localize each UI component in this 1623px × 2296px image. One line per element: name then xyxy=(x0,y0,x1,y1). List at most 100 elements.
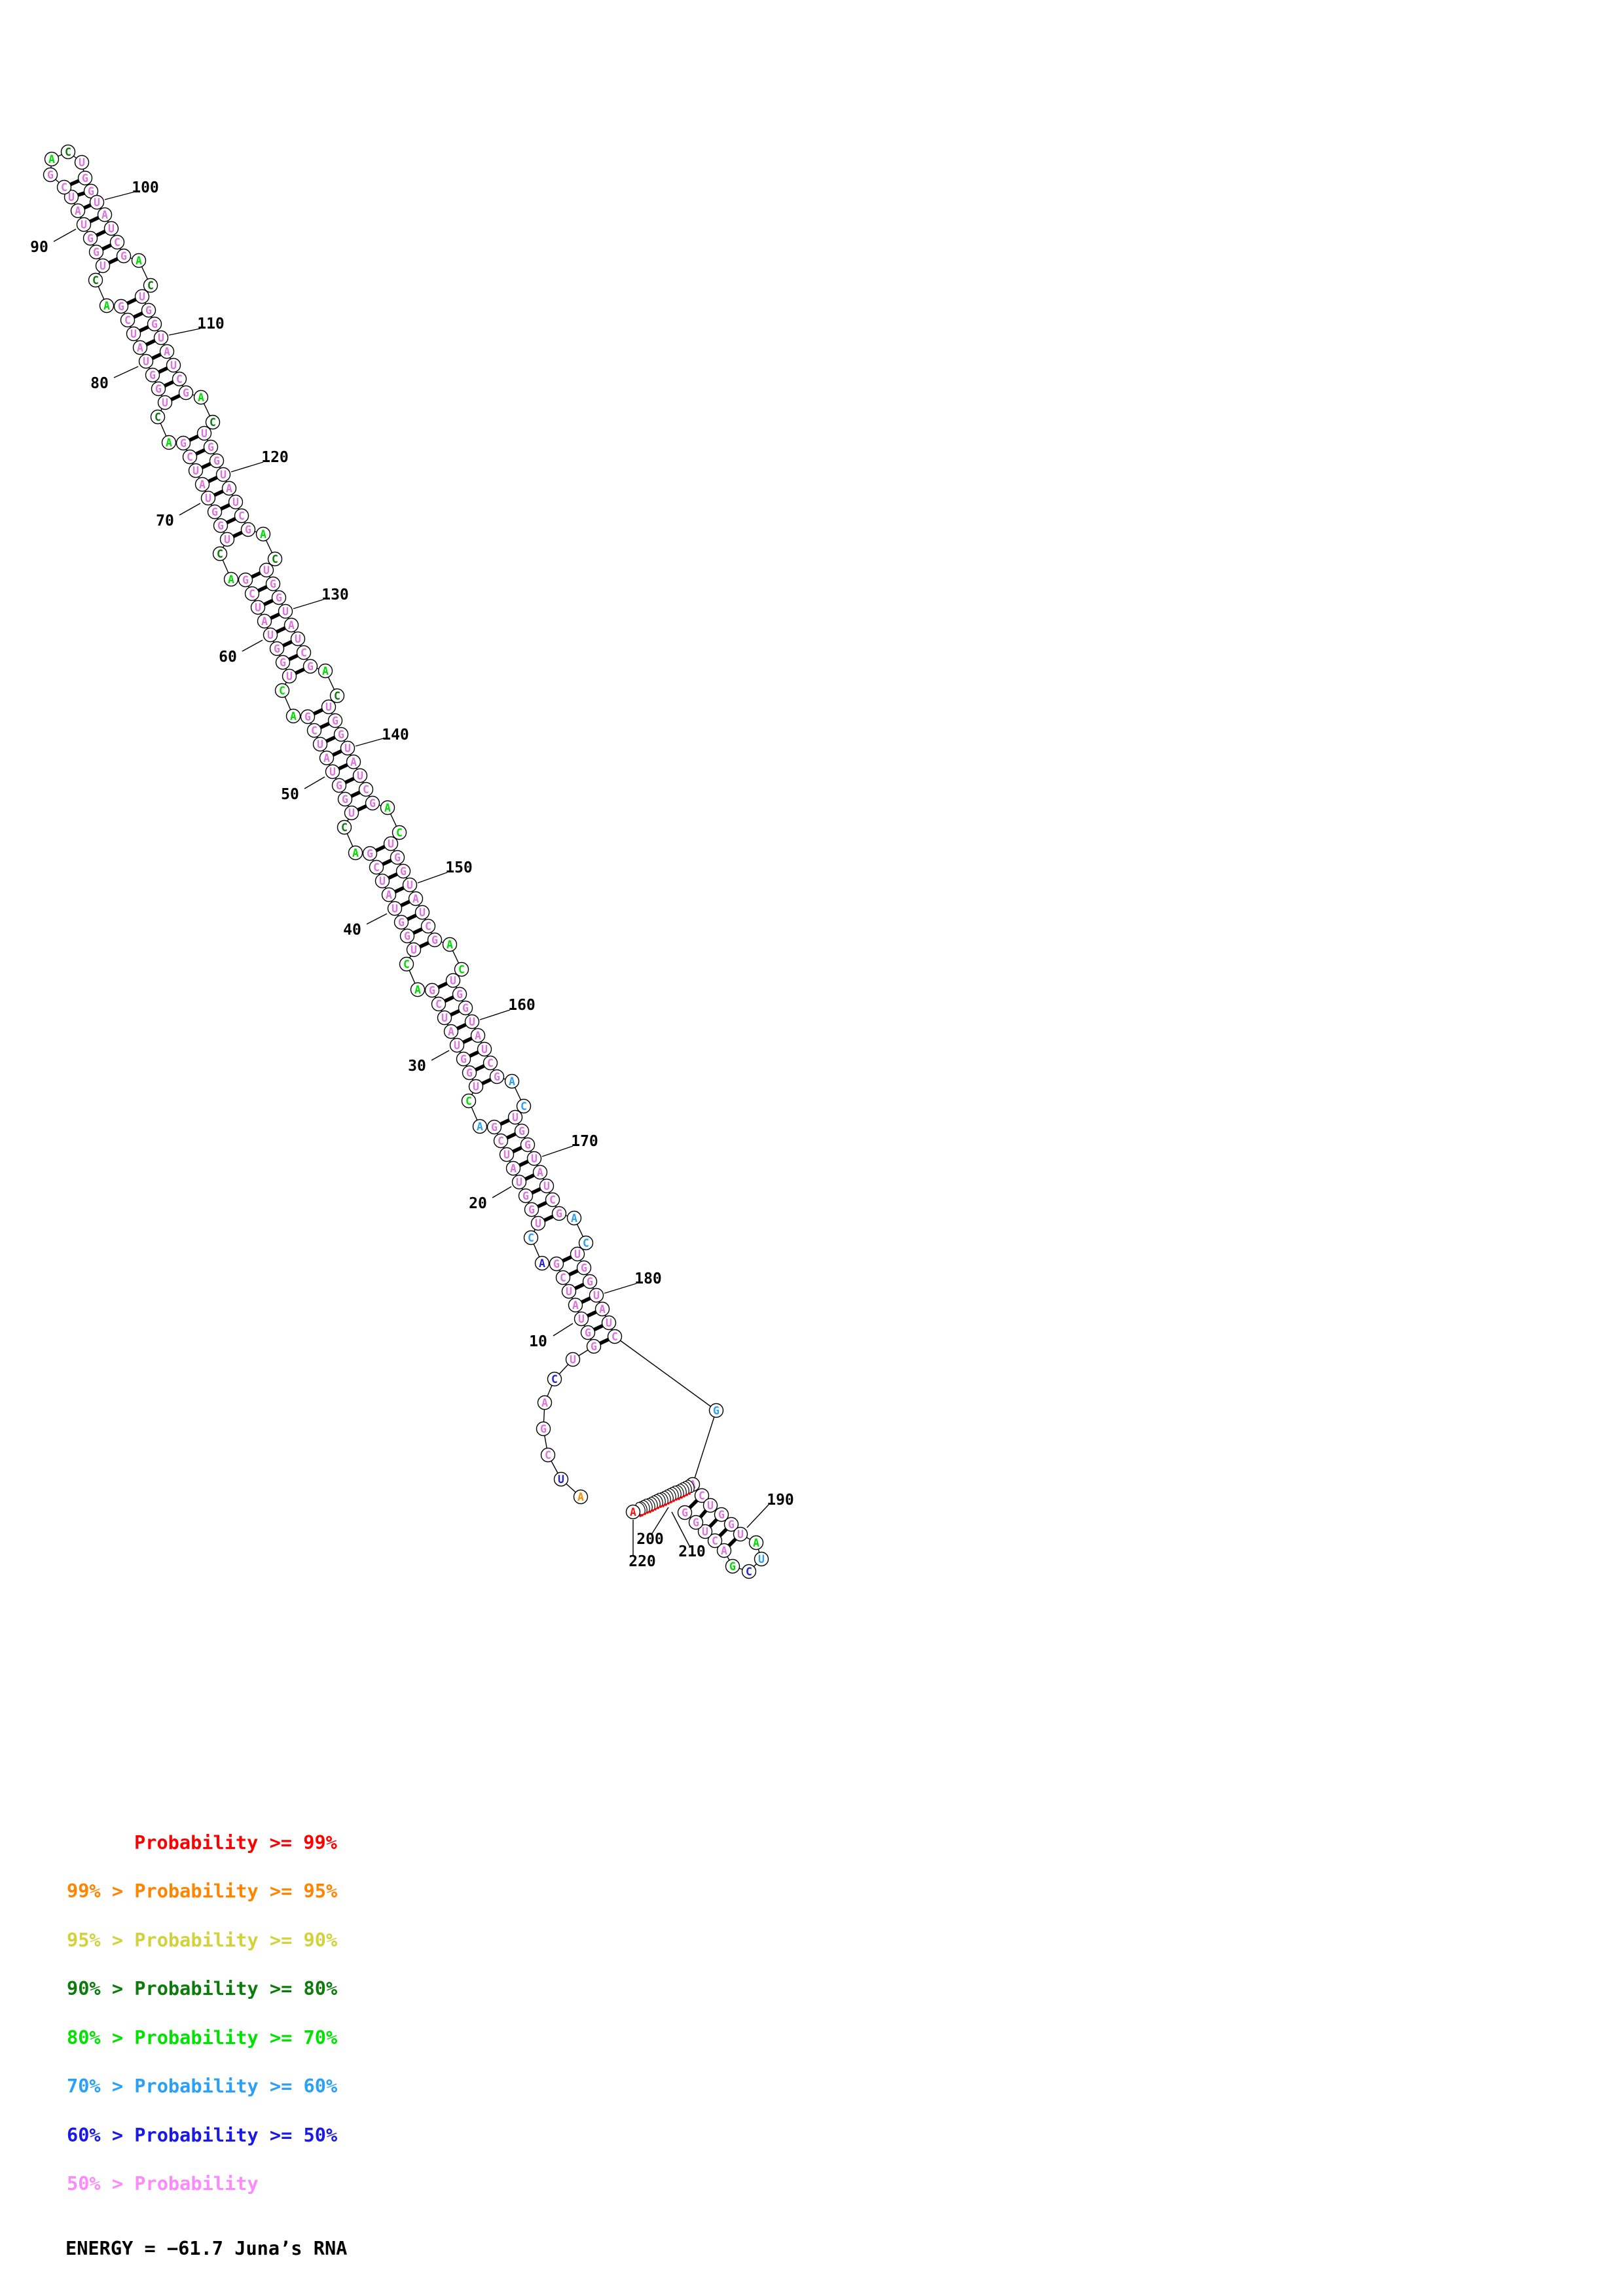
nucleotide-base-letter: A xyxy=(228,573,234,586)
position-label-line xyxy=(104,191,136,200)
nucleotide-circle xyxy=(493,1133,509,1149)
position-label: 120 xyxy=(261,449,289,466)
nucleotide-base-letter: C xyxy=(551,1373,558,1386)
nucleotide-circle xyxy=(194,476,210,492)
nucleotide-circle xyxy=(402,877,418,893)
nucleotide-circle xyxy=(340,740,356,756)
position-label: 100 xyxy=(132,179,159,196)
nucleotide-circle xyxy=(694,1488,710,1503)
nucleotide-circle xyxy=(362,846,378,861)
nucleotide-base-letter: C xyxy=(249,588,255,600)
nucleotide-circle xyxy=(70,203,86,219)
nucleotide-circle xyxy=(358,781,374,797)
nucleotide-circle xyxy=(489,1069,505,1085)
nucleotide-base-letter: A xyxy=(477,1121,483,1133)
legend-item: Probability >= 99% xyxy=(134,1831,338,1854)
nucleotide-circle xyxy=(573,1489,589,1505)
nucleotide-base-letter: A xyxy=(323,752,330,764)
nucleotide-circle xyxy=(267,551,283,567)
nucleotide-circle xyxy=(477,1041,492,1057)
nucleotide-circle xyxy=(741,1564,757,1579)
nucleotide-circle xyxy=(551,1206,567,1221)
nucleotide-circle xyxy=(131,253,147,268)
nucleotide-base-letter: G xyxy=(82,172,88,185)
nucleotide-circle xyxy=(420,918,436,934)
backbone-link xyxy=(692,1410,717,1485)
nucleotide-circle xyxy=(95,258,111,274)
nucleotide-circle xyxy=(188,463,204,478)
nucleotide-base-letter: C xyxy=(487,1057,494,1069)
nucleotide-base-letter: C xyxy=(528,1232,534,1244)
coil-red-dot xyxy=(678,1498,680,1500)
nucleotide-circle xyxy=(219,531,235,547)
nucleotide-base-letter: U xyxy=(348,807,355,819)
nucleotide-base-letter: U xyxy=(535,1217,541,1230)
nucleotide-base-letter: C xyxy=(210,416,216,429)
collapsed-coil xyxy=(635,1479,695,1517)
nucleotide-base-letter: G xyxy=(429,984,435,997)
nucleotide-circle xyxy=(365,795,380,811)
nucleotide-base-letter: U xyxy=(516,1176,522,1189)
position-label-line xyxy=(604,1283,637,1294)
nucleotide-circle xyxy=(147,316,162,332)
nucleotide-circle xyxy=(677,1505,693,1520)
nucleotide-circle xyxy=(306,723,322,738)
nucleotide-circle xyxy=(431,996,447,1012)
nucleotide-circle xyxy=(470,1028,486,1043)
nucleotide-base-letter: G xyxy=(585,1327,591,1339)
nucleotide-base-letter: G xyxy=(556,1208,562,1220)
position-label-line xyxy=(671,1511,690,1547)
nucleotide-base-letter: C xyxy=(549,1194,556,1206)
nucleotide-circle xyxy=(532,1164,548,1180)
nucleotide-base-letter: C xyxy=(92,274,99,287)
nucleotide-base-letter: U xyxy=(143,355,149,368)
nucleotide-base-letter: A xyxy=(509,1075,515,1088)
nucleotide-base-letter: U xyxy=(94,196,100,209)
nucleotide-base-letter: C xyxy=(238,510,245,522)
nucleotide-circle xyxy=(369,859,384,875)
nucleotide-base-letter: U xyxy=(758,1553,765,1566)
nucleotide-circle xyxy=(344,805,359,821)
nucleotide-circle xyxy=(64,189,79,205)
nucleotide-base-letter: A xyxy=(753,1537,759,1549)
nucleotide-circle xyxy=(196,425,212,441)
nucleotide-base-letter: U xyxy=(295,633,301,645)
nucleotide-base-letter: A xyxy=(412,893,419,905)
nucleotide-circle xyxy=(271,590,287,605)
nucleotide-circle xyxy=(159,344,175,359)
nucleotide-circle xyxy=(390,850,405,865)
position-label-line xyxy=(355,738,384,747)
nucleotide-base-letter: G xyxy=(338,728,344,741)
coil-red-dot xyxy=(675,1498,678,1501)
nucleotide-base-letter: U xyxy=(558,1473,564,1486)
nucleotide-circle xyxy=(536,1421,551,1437)
nucleotide-base-letter: G xyxy=(713,1405,720,1417)
coil-red-dot xyxy=(651,1509,654,1512)
nucleotide-circle xyxy=(333,726,349,742)
nucleotide-circle xyxy=(209,453,225,469)
nucleotide-circle xyxy=(565,1352,581,1367)
nucleotide-circle xyxy=(56,179,72,195)
nucleotide-circle xyxy=(126,326,141,342)
nucleotide-circle xyxy=(716,1543,732,1558)
legend-item: 70% > Probability >= 60% xyxy=(67,2075,338,2097)
position-label-line xyxy=(168,328,201,336)
nucleotide-circle xyxy=(424,982,440,998)
nucleotide-circle xyxy=(511,1174,527,1190)
nucleotide-base-letter: G xyxy=(369,797,376,810)
nucleotide-circle xyxy=(178,385,194,401)
position-label: 210 xyxy=(678,1543,706,1560)
backbone-links xyxy=(50,151,762,1572)
nucleotide-circle xyxy=(151,381,166,397)
nucleotide-base-letter: G xyxy=(591,1340,597,1353)
nucleotide-circle xyxy=(348,845,363,861)
nucleotide-circle xyxy=(138,353,154,369)
nucleotide-base-letter: C xyxy=(61,181,67,194)
position-label-line xyxy=(304,776,325,789)
nucleotide-base-letter: C xyxy=(187,451,193,463)
position-label: 160 xyxy=(508,997,536,1014)
nucleotide-circle xyxy=(399,956,414,972)
legend-item: 50% > Probability xyxy=(67,2172,259,2195)
nucleotide-circle xyxy=(97,207,113,223)
nucleotide-circle xyxy=(458,1000,473,1016)
